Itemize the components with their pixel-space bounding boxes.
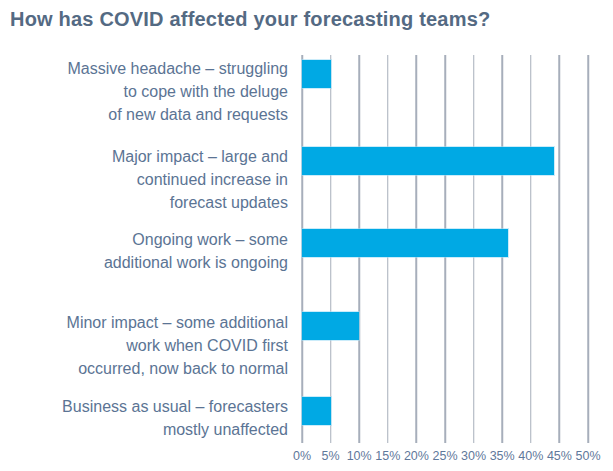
bar [302, 397, 331, 425]
x-axis-tick-label: 0% [293, 449, 311, 463]
x-axis-tick-label: 50% [575, 449, 600, 463]
bar [302, 147, 554, 175]
category-label: Massive headache – struggling to cope wi… [6, 57, 288, 126]
bar [302, 312, 359, 340]
x-axis-tick-label: 30% [461, 449, 486, 463]
gridline [587, 55, 589, 443]
gridline [559, 55, 561, 443]
x-axis-tick-label: 5% [322, 449, 340, 463]
x-axis-tick-label: 40% [518, 449, 543, 463]
category-label: Business as usual – forecasters mostly u… [6, 395, 288, 441]
x-axis-tick-label: 20% [404, 449, 429, 463]
x-axis-tick-label: 25% [432, 449, 457, 463]
category-label: Minor impact – some additional work when… [6, 311, 288, 380]
chart-canvas: How has COVID affected your forecasting … [0, 0, 613, 471]
chart-title: How has COVID affected your forecasting … [10, 8, 490, 31]
x-axis-tick-label: 45% [547, 449, 572, 463]
category-label: Major impact – large and continued incre… [6, 145, 288, 214]
gridline [530, 55, 532, 443]
x-axis-tick-label: 35% [490, 449, 515, 463]
bar [302, 229, 508, 257]
x-axis-tick-label: 15% [375, 449, 400, 463]
bar [302, 60, 331, 88]
x-axis-tick-label: 10% [347, 449, 372, 463]
category-label: Ongoing work – some additional work is o… [6, 228, 288, 274]
